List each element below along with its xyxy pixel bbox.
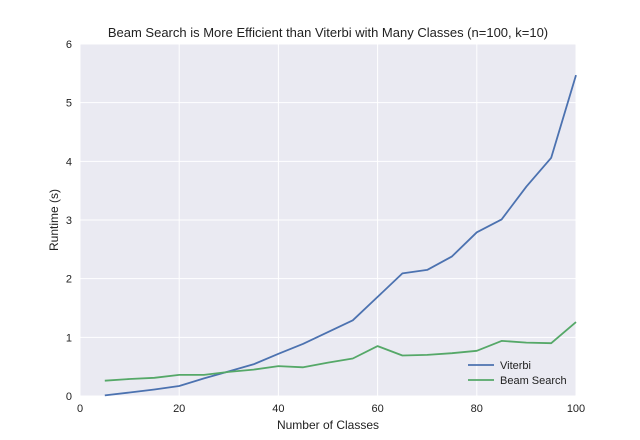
x-tick-label: 80: [471, 403, 483, 415]
legend-label-beam-search: Beam Search: [500, 375, 567, 387]
series-group: [104, 74, 577, 397]
y-tick-label: 3: [66, 215, 72, 227]
grid: [79, 43, 577, 397]
x-tick-label: 20: [173, 403, 185, 415]
series-line-viterbi: [104, 74, 577, 397]
y-axis-label: Runtime (s): [47, 189, 61, 251]
x-axis-label: Number of Classes: [277, 418, 379, 432]
x-tick-label: 40: [272, 403, 284, 415]
y-tick-label: 1: [66, 332, 72, 344]
y-tick-label: 6: [66, 39, 72, 51]
x-tick-label: 60: [371, 403, 383, 415]
y-tick-label: 0: [66, 391, 72, 403]
y-tick-label: 5: [66, 98, 72, 110]
x-tick-label: 100: [567, 403, 585, 415]
y-ticks: 0 1 2 3 4 5 6: [66, 39, 72, 403]
legend: Viterbi Beam Search: [468, 360, 567, 387]
x-tick-label: 0: [77, 403, 83, 415]
legend-label-viterbi: Viterbi: [500, 360, 531, 372]
y-tick-label: 4: [66, 156, 72, 168]
series-line-beam-search: [104, 321, 577, 382]
y-tick-label: 2: [66, 274, 72, 286]
chart-title: Beam Search is More Efficient than Viter…: [108, 25, 548, 40]
x-ticks: 0 20 40 60 80 100: [77, 403, 585, 415]
